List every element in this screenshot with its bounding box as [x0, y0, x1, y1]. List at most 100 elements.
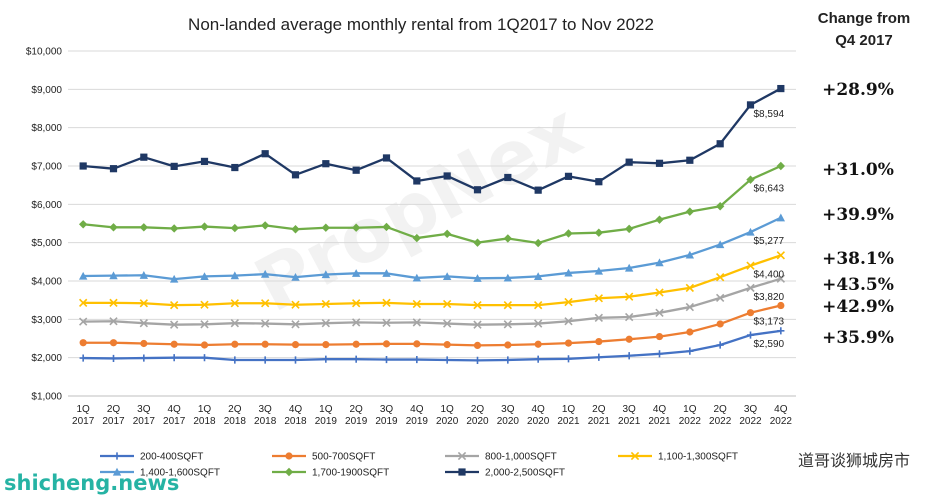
- x-tick-quarter-23: 4Q: [774, 404, 788, 415]
- change-value-3: +38.1%: [822, 249, 894, 269]
- point-1-4: [200, 341, 209, 349]
- series-line-0: [83, 329, 781, 362]
- x-tick-quarter-5: 2Q: [228, 404, 242, 415]
- y-tick-label-9: $10,000: [26, 47, 63, 58]
- series-layer: $2,590 $3,173 $3,820 $4,400 $5,277 $6,643 $8,5…: [78, 84, 786, 364]
- point-0-18: [625, 352, 633, 360]
- point-4-19: [655, 258, 664, 267]
- y-tick-label-5: $6,000: [31, 200, 62, 211]
- point-6-5: [231, 163, 239, 172]
- change-value-2: +39.9%: [822, 205, 894, 225]
- point-0-9: [352, 355, 360, 363]
- y-tick-label-8: $9,000: [31, 85, 62, 96]
- change-value-4: +43.5%: [822, 275, 894, 295]
- y-tick-label-2: $3,000: [31, 315, 62, 326]
- x-tick-quarter-11: 4Q: [410, 404, 424, 415]
- x-tick-year-9: 2019: [345, 416, 368, 427]
- y-tick-label-7: $8,000: [31, 123, 62, 134]
- change-value-1: +31.0%: [822, 160, 894, 180]
- point-0-1: [109, 354, 118, 363]
- point-2-17: [594, 313, 603, 322]
- point-3-17: [594, 294, 603, 303]
- legend: 200-400SQFT 500-700SQFT 800-1,000SQFT 1,100…: [100, 452, 738, 479]
- point-4-18: [624, 263, 634, 272]
- x-tick-quarter-9: 2Q: [349, 404, 363, 415]
- x-tick-year-3: 2017: [163, 416, 186, 427]
- point-5-12: [442, 229, 452, 239]
- point-6-8: [322, 160, 330, 168]
- point-3-18: [625, 292, 634, 301]
- series-6: $8,594: [79, 84, 785, 194]
- point-6-9: [352, 166, 360, 174]
- point-6-20: [686, 156, 694, 164]
- point-6-2: [140, 153, 148, 161]
- series-line-6: [83, 87, 782, 192]
- y-tick-label-6: $7,000: [31, 162, 62, 173]
- point-1-9: [352, 340, 360, 348]
- point-5-13: [473, 238, 482, 247]
- x-tick-year-16: 2021: [557, 416, 580, 427]
- point-4-7: [291, 272, 300, 281]
- series-2: $3,820: [79, 274, 785, 329]
- point-5-6: [260, 221, 270, 230]
- x-tick-year-15: 2020: [527, 416, 550, 427]
- propnex-watermark: PropNex: [242, 87, 595, 329]
- point-4-16: [564, 268, 573, 277]
- x-tick-year-5: 2018: [224, 416, 247, 427]
- point-2-22: [746, 283, 755, 293]
- point-4-22: [746, 227, 755, 236]
- point-4-23: [776, 213, 786, 222]
- point-0-0: [79, 354, 87, 362]
- change-header-line1: Change from: [818, 10, 911, 27]
- x-tick-year-4: 2018: [193, 416, 216, 427]
- point-0-10: [382, 355, 391, 364]
- point-5-8: [321, 223, 331, 232]
- point-6-19: [655, 159, 664, 167]
- x-tick-year-12: 2020: [436, 416, 459, 427]
- x-tick-year-17: 2021: [588, 416, 611, 427]
- x-tick-year-0: 2017: [72, 416, 95, 427]
- change-header-line2: Q4 2017: [835, 32, 893, 49]
- point-3-9: [352, 299, 361, 308]
- data-label-5: $6,643: [754, 184, 785, 195]
- point-4-10: [382, 269, 391, 277]
- x-tick-year-14: 2020: [497, 416, 520, 427]
- x-tick-year-7: 2018: [284, 416, 307, 427]
- x-tick-quarter-14: 3Q: [501, 404, 515, 415]
- point-2-5: [230, 319, 239, 328]
- y-tick-label-0: $1,000: [31, 392, 62, 403]
- point-0-3: [170, 354, 178, 362]
- series-line-4: [83, 216, 782, 281]
- point-2-0: [79, 317, 88, 326]
- point-1-10: [382, 340, 391, 348]
- point-1-12: [443, 341, 451, 349]
- point-2-11: [412, 318, 421, 327]
- point-1-8: [322, 341, 330, 349]
- point-4-2: [139, 271, 149, 279]
- x-tick-quarter-22: 3Q: [744, 404, 758, 415]
- point-4-13: [473, 274, 482, 282]
- point-1-20: [686, 328, 694, 336]
- data-label-1: $3,173: [754, 317, 785, 328]
- point-5-15: [533, 238, 543, 248]
- point-5-10: [382, 222, 391, 232]
- point-3-14: [503, 300, 512, 310]
- x-tick-quarter-2: 3Q: [137, 404, 151, 415]
- point-2-14: [503, 320, 512, 329]
- chart-title: Non-landed average monthly rental from 1…: [188, 15, 654, 34]
- x-tick-year-11: 2019: [406, 416, 429, 427]
- point-1-17: [595, 337, 603, 346]
- point-6-0: [79, 162, 87, 170]
- point-4-3: [169, 274, 179, 283]
- point-1-14: [504, 341, 512, 349]
- point-5-17: [594, 228, 604, 237]
- point-0-14: [504, 356, 512, 364]
- legend-marker-4: [112, 467, 122, 476]
- point-4-9: [351, 269, 361, 277]
- x-tick-quarter-7: 4Q: [289, 404, 303, 415]
- point-2-13: [473, 320, 482, 329]
- data-label-2: $3,820: [754, 292, 785, 303]
- x-tick-quarter-1: 2Q: [107, 404, 121, 415]
- x-tick-year-22: 2022: [739, 416, 762, 427]
- legend-item-1: 500-700SQFT: [272, 452, 375, 463]
